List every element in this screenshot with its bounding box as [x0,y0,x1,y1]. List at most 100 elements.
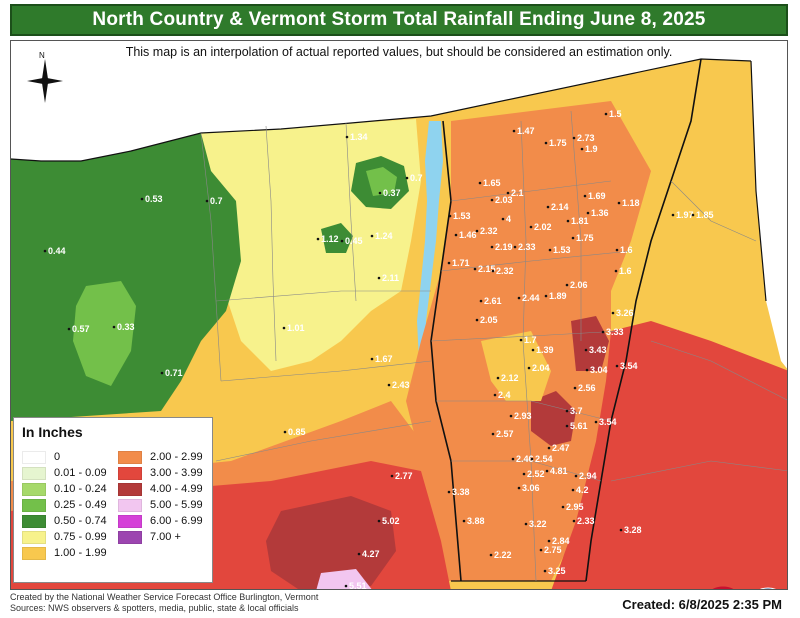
rainfall-value-label: 2.94 [579,471,597,481]
rainfall-value-label: 3.06 [522,483,540,493]
rainfall-value-label: 1.36 [591,208,609,218]
observation-point [580,147,584,151]
observation-point [527,366,531,370]
observation-point [112,325,116,329]
observation-point [370,234,374,238]
rainfall-value-label: 3.38 [452,487,470,497]
rainfall-value-label: 2.1 [511,188,524,198]
observation-point [615,364,619,368]
observation-point [493,393,497,397]
rainfall-value-label: 2.61 [484,296,502,306]
legend-swatch [118,466,142,480]
legend-item: 6.00 - 6.99 [118,514,203,528]
observation-point [547,446,551,450]
observation-point [357,552,361,556]
observation-point [491,432,495,436]
rainfall-value-label: 2.73 [577,133,595,143]
observation-point [509,414,513,418]
observation-point [390,474,394,478]
rainfall-value-label: 1.12 [321,234,339,244]
observation-point [619,528,623,532]
legend-item: 0.10 - 0.24 [22,482,107,496]
rainfall-value-label: 1.01 [287,323,305,333]
rainfall-value-label: 2.14 [551,202,569,212]
rainfall-value-label: 2.11 [382,273,399,283]
sources-line: Sources: NWS observers & spotters, media… [10,603,299,613]
legend-swatch [118,514,142,528]
observation-point [565,424,569,428]
observation-point [572,519,576,523]
rainfall-value-label: 2.57 [496,429,514,439]
observation-point [615,248,619,252]
legend-item: 0.75 - 0.99 [22,530,107,544]
rainfall-value-label: 2.33 [518,242,536,252]
observation-point [571,488,575,492]
rainfall-value-label: 3.43 [589,345,607,355]
observation-point [496,376,500,380]
rainfall-value-label: 0.57 [72,324,90,334]
north-label: N [39,51,45,60]
legend-label: 0.01 - 0.09 [54,467,107,479]
agency-logos: NOAA [712,586,776,589]
legend-item: 0.25 - 0.49 [22,498,107,512]
rainfall-value-label: 0.37 [383,188,401,198]
rainfall-value-label: 2.84 [552,536,570,546]
observation-point [491,269,495,273]
rainfall-value-label: 4.27 [362,549,380,559]
observation-point [530,457,534,461]
observation-point [473,267,477,271]
legend-label: 1.00 - 1.99 [54,547,107,559]
legend-item: 2.00 - 2.99 [118,450,203,464]
rainfall-value-label: 1.53 [453,211,471,221]
rainfall-value-label: 1.89 [549,291,567,301]
map-frame: This map is an interpolation of actual r… [10,40,788,590]
observation-point [565,283,569,287]
legend-swatch [22,482,46,496]
observation-point [377,276,381,280]
observation-point [513,245,517,249]
observation-point [614,269,618,273]
observation-point [43,249,47,253]
rainfall-value-label: 5.02 [382,516,400,526]
rainfall-value-label: 2.04 [532,363,550,373]
credit-text: Created by the National Weather Service … [10,592,318,614]
rainfall-value-label: 0.7 [410,173,423,183]
rainfall-value-label: 0.45 [345,236,363,246]
legend-swatch [118,498,142,512]
observation-point [561,505,565,509]
rainfall-value-label: 3.54 [599,417,617,427]
observation-point [571,236,575,240]
observation-point [387,383,391,387]
rainfall-value-label: 1.53 [553,245,571,255]
rainfall-value-label: 1.9 [585,144,598,154]
rainfall-value-label: 1.7 [524,335,537,345]
observation-point [544,141,548,145]
observation-point [573,386,577,390]
observation-point [282,326,286,330]
rainfall-value-label: 2.05 [480,315,498,325]
observation-point [344,584,348,588]
observation-point [511,457,515,461]
legend-item: 4.00 - 4.99 [118,482,203,496]
observation-point [544,294,548,298]
rainfall-value-label: 3.25 [548,566,566,576]
observation-point [517,486,521,490]
legend-label: 7.00 + [150,531,181,543]
legend-label: 0.50 - 0.74 [54,515,107,527]
noaa-logo-icon: NOAA [760,587,776,589]
observation-point [377,519,381,523]
rainfall-value-label: 1.81 [571,216,589,226]
observation-point [601,330,605,334]
observation-point [475,318,479,322]
rainfall-value-label: 1.46 [459,230,477,240]
legend-swatch [22,466,46,480]
rainfall-value-label: 3.88 [467,516,485,526]
rainfall-value-label: 1.97 [676,210,694,220]
rainfall-value-label: 2.46 [516,454,534,464]
rainfall-value-label: 1.71 [452,258,470,268]
legend-title: In Inches [22,424,83,440]
legend-swatch [22,450,46,464]
observation-point [316,237,320,241]
legend-label: 0.75 - 0.99 [54,531,107,543]
observation-point [140,197,144,201]
